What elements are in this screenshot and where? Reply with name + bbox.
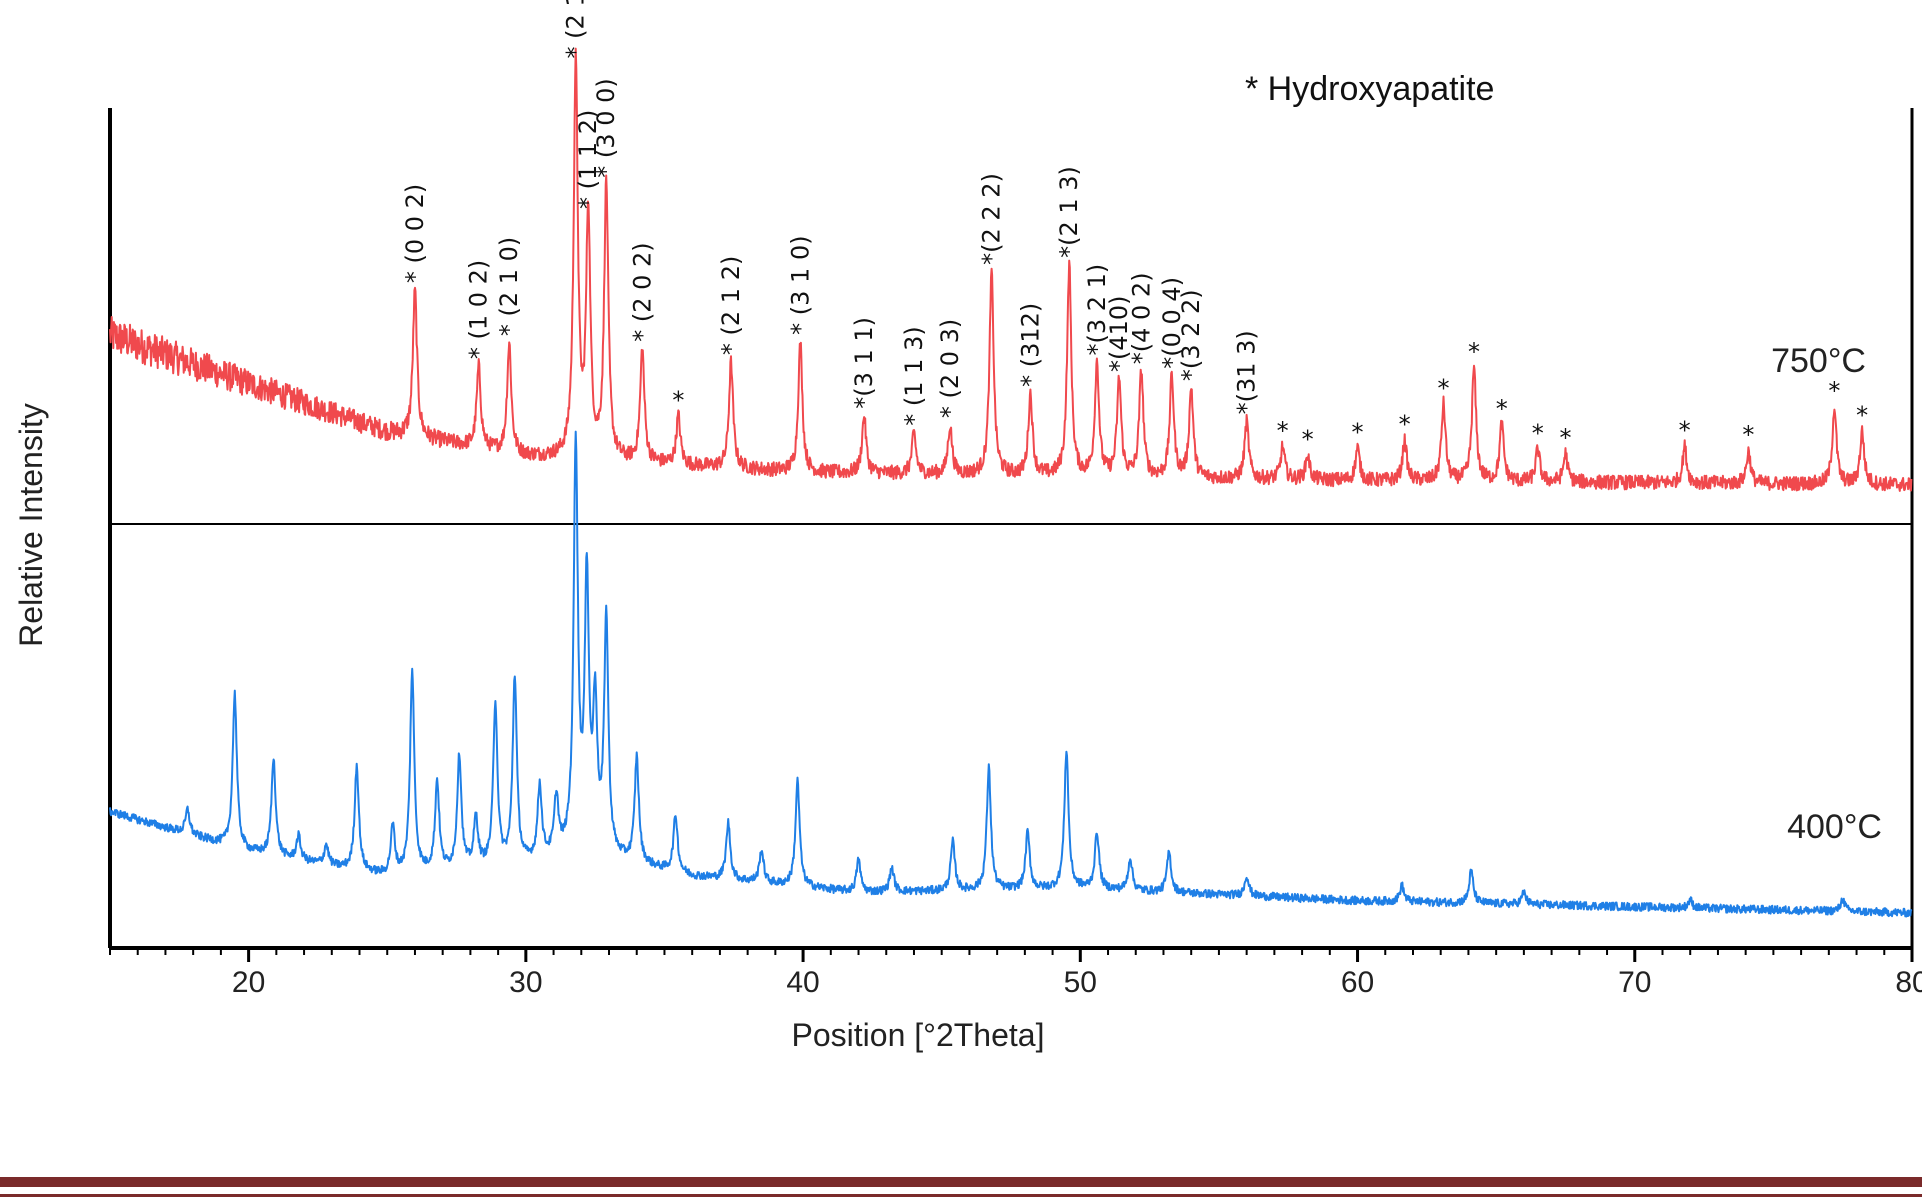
series-750C-line: [109, 47, 1913, 492]
peak-hkl-label: * (2 0 3): [936, 319, 964, 418]
footer-rule-thin: [0, 1194, 1922, 1197]
peak-hkl-label: * (1 1 3): [900, 326, 928, 425]
peak-hkl-label: *(2 1 3): [1055, 166, 1083, 258]
peak-hkl-label: * (1 0 2): [465, 260, 493, 359]
axes-group: 20 30 40 50 60 70 80: [108, 108, 1922, 999]
peak-asterisk: *: [1302, 426, 1314, 454]
peak-hkl-label: * (312): [1016, 303, 1044, 387]
peak-asterisk: *: [1277, 417, 1289, 445]
peak-hkl-label: * (2 1 0): [495, 237, 523, 336]
peak-asterisk: *: [1679, 417, 1691, 445]
peak-asterisk: *: [1352, 418, 1364, 446]
peak-hkl-label: *(3 1 1): [850, 317, 878, 409]
x-tick-label: 20: [232, 966, 265, 999]
peak-hkl-label: *(4 0 2): [1127, 272, 1155, 364]
peak-asterisk: *: [672, 387, 684, 415]
x-tick-label: 70: [1618, 966, 1651, 999]
peak-hkl-label: *(2 2 2): [978, 173, 1006, 265]
peak-hkl-label: * (2 0 2): [628, 242, 656, 341]
series-label-400: 400°C: [1787, 808, 1882, 846]
peak-asterisk: *: [1496, 395, 1508, 423]
peak-asterisk: *: [1828, 377, 1840, 405]
peak-hkl-label: *(0 0 4): [1158, 277, 1186, 369]
footer-rule-thick: [0, 1177, 1922, 1187]
peak-hkl-label: * (2 1 1): [562, 0, 590, 58]
peak-labels-group: * (0 0 2) * (1 0 2) * (2 1 0) * (2 1 1) * (1…: [401, 0, 1868, 454]
x-tick-label: 80: [1895, 966, 1922, 999]
peak-asterisk: *: [1399, 411, 1411, 439]
peak-hkl-label: * (1 1 2): [574, 110, 602, 209]
x-tick-label: 30: [509, 966, 542, 999]
peak-hkl-label: * (3 1 0): [786, 235, 814, 334]
peak-hkl-label: *(3 2 2): [1177, 289, 1205, 381]
peak-hkl-label: *(31 3): [1233, 330, 1261, 414]
series-400C-line: [109, 430, 1913, 918]
peak-asterisk: *: [1468, 338, 1480, 366]
peak-asterisk: *: [1559, 424, 1571, 452]
peak-asterisk: *: [1437, 374, 1449, 402]
x-tick-label: 40: [786, 966, 819, 999]
peak-hkl-label: * (3 0 0): [592, 78, 620, 177]
peak-hkl-label: *(410): [1105, 295, 1133, 372]
series-group: [109, 47, 1913, 918]
peak-hkl-label: * (0 0 2): [401, 184, 429, 283]
peak-asterisk: *: [1856, 402, 1868, 430]
x-axis-label: Position [°2Theta]: [792, 1017, 1045, 1053]
y-axis-label: Relative Intensity: [13, 403, 49, 647]
x-tick-label: 50: [1064, 966, 1097, 999]
x-tick-label: 60: [1341, 966, 1374, 999]
peak-asterisk: *: [1532, 420, 1544, 448]
legend-note: * Hydroxyapatite: [1245, 70, 1494, 108]
series-label-750: 750°C: [1771, 342, 1866, 380]
peak-hkl-label: *(3 2 1): [1083, 264, 1111, 356]
peak-hkl-label: * (2 1 2): [717, 256, 745, 355]
peak-asterisk: *: [1742, 421, 1754, 449]
